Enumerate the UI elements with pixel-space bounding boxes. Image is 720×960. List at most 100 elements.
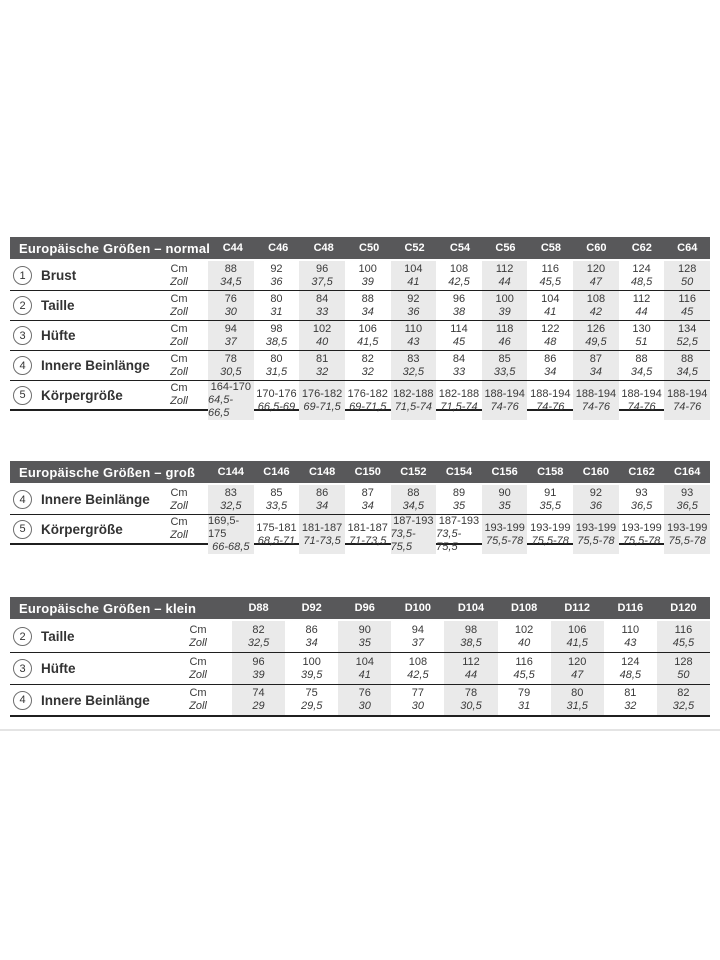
- value-cell: 96 38: [436, 291, 482, 320]
- value-zoll: 29: [252, 700, 265, 712]
- value-zoll: 33: [315, 305, 329, 318]
- unit-zoll-label: Zoll: [189, 700, 207, 712]
- value-cell: 80 31,5: [550, 685, 604, 715]
- measure-row: 4 Innere Beinlänge Cm Zoll 74 29 75 29,5 76 30 77 3…: [10, 685, 710, 717]
- value-cell: 193-199 75,5-78: [619, 515, 665, 554]
- value-zoll: 50: [681, 275, 694, 288]
- value-zoll: 31,5: [265, 365, 288, 378]
- value-cell: 130 51: [619, 321, 665, 350]
- value-cell: 116 45,5: [656, 621, 710, 652]
- value-zoll: 40: [315, 335, 329, 348]
- value-cell: 124 48,5: [619, 261, 665, 290]
- row-number-badge: 3: [13, 659, 32, 678]
- value-cm: 116: [541, 262, 560, 275]
- value-cell: 88 34,5: [390, 485, 437, 514]
- column-header: C154: [445, 466, 473, 478]
- value-cell: 92 36: [573, 485, 619, 514]
- value-cm: 193-199: [530, 521, 571, 534]
- value-cell: 164-170 64,5-66,5: [208, 381, 254, 420]
- value-cm: 118: [495, 322, 514, 335]
- column-header: C64: [677, 242, 698, 254]
- value-zoll: 42,5: [407, 668, 429, 681]
- value-cm: 98: [270, 322, 283, 335]
- unit-zoll-label: Zoll: [170, 335, 188, 348]
- column-header: C54: [449, 242, 471, 254]
- value-cm: 104: [355, 655, 374, 668]
- value-cell: 87 34: [573, 351, 619, 380]
- row-number-badge: 1: [13, 266, 32, 285]
- value-cell: 74 29: [232, 685, 286, 715]
- value-zoll: 33: [452, 365, 466, 378]
- row-number-badge: 2: [13, 296, 32, 315]
- value-zoll: 75,5-78: [531, 534, 569, 547]
- value-cell: 193-199 75,5-78: [664, 515, 710, 554]
- value-cell: 126 49,5: [573, 321, 619, 350]
- value-cm: 100: [495, 292, 514, 305]
- value-zoll: 74-76: [490, 400, 519, 413]
- value-cell: 90 35: [338, 621, 392, 652]
- value-zoll: 32: [361, 365, 374, 378]
- value-cm: 188-194: [530, 387, 571, 400]
- row-label: Innere Beinlänge: [41, 692, 150, 708]
- value-cell: 96 39: [232, 653, 286, 684]
- value-zoll: 39: [498, 305, 511, 318]
- value-cm: 110: [404, 322, 423, 335]
- value-zoll: 43: [407, 335, 420, 348]
- value-cm: 88: [407, 486, 420, 499]
- value-cm: 78: [464, 687, 478, 699]
- value-cell: 108 42,5: [436, 261, 482, 290]
- value-cell: 116 45: [664, 291, 710, 320]
- value-zoll: 34,5: [676, 365, 698, 378]
- unit-column: Cm Zoll: [150, 261, 208, 290]
- value-cm: 88: [635, 352, 648, 365]
- value-cm: 82: [677, 687, 690, 699]
- value-zoll: 31,5: [566, 700, 588, 712]
- value-zoll: 47: [589, 275, 603, 288]
- value-cm: 104: [404, 262, 423, 275]
- value-zoll: 45,5: [513, 668, 535, 681]
- column-header: D92: [301, 602, 322, 614]
- value-zoll: 31: [270, 305, 283, 318]
- table-title: Europäische Größen – klein: [19, 600, 197, 616]
- value-zoll: 49,5: [585, 335, 607, 348]
- value-cell: 193-199 75,5-78: [573, 515, 619, 554]
- value-cell: 92 36: [390, 291, 437, 320]
- value-cm: 122: [541, 322, 560, 335]
- value-cells: 78 30,5 80 31,5 81 32 82 32 83 32,5 84 33 85 33,5 86 34…: [208, 351, 710, 380]
- value-cm: 92: [407, 292, 420, 305]
- value-cm: 94: [411, 623, 424, 636]
- value-cell: 176-182 69-71,5: [299, 381, 345, 420]
- value-zoll: 30: [224, 305, 237, 318]
- value-zoll: 33,5: [493, 365, 516, 378]
- value-cell: 114 45: [436, 321, 482, 350]
- measure-row: 4 Innere Beinlänge Cm Zoll 83 32,5 85 33,5 86 34 8…: [10, 485, 710, 515]
- value-cell: 188-194 74-76: [619, 381, 665, 420]
- value-zoll: 35: [358, 636, 371, 649]
- row-label: Hüfte: [41, 661, 76, 676]
- value-zoll: 75,5-78: [668, 534, 706, 547]
- value-cell: 75 29,5: [285, 685, 338, 715]
- value-zoll: 42,5: [448, 275, 470, 288]
- value-cm: 87: [589, 352, 603, 365]
- unit-column: Cm Zoll: [150, 321, 208, 350]
- value-cell: 187-193 73,5-75,5: [390, 515, 437, 554]
- value-cell: 110 43: [604, 621, 657, 652]
- value-zoll: 40: [517, 636, 531, 649]
- column-header: C146: [263, 466, 290, 478]
- value-zoll: 39,5: [300, 668, 323, 681]
- value-zoll: 39: [361, 275, 374, 288]
- value-cell: 116 45,5: [527, 261, 573, 290]
- value-cm: 77: [411, 687, 424, 699]
- row-header: 4 Innere Beinlänge: [10, 485, 150, 514]
- value-zoll: 44: [498, 275, 511, 288]
- value-cm: 85: [498, 352, 511, 365]
- column-header: C158: [537, 466, 564, 478]
- value-zoll: 32,5: [402, 365, 425, 378]
- column-header: C156: [491, 466, 518, 478]
- value-cell: 98 38,5: [444, 621, 498, 652]
- value-cm: 84: [315, 292, 329, 305]
- value-cm: 78: [224, 352, 237, 365]
- value-cell: 87 34: [345, 485, 391, 514]
- unit-cm-label: Cm: [170, 322, 188, 335]
